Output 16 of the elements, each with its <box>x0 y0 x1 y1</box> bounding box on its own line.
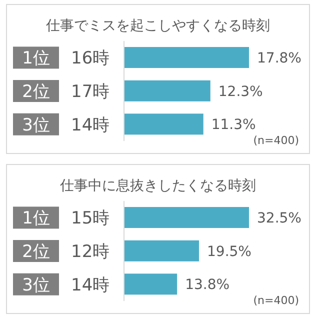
data-label: 13.8% <box>185 277 230 294</box>
data-label: 11.3% <box>211 117 256 134</box>
chart-title: 仕事中に息抜きしたくなる時刻 <box>59 177 257 196</box>
data-label: 32.5% <box>257 210 302 226</box>
chart-title: 仕事でミスを起こしやすくなる時刻 <box>45 17 271 36</box>
category-label: 2位 12時 <box>22 242 110 262</box>
text: (n=400) <box>253 134 299 147</box>
data-label: 17.8% <box>257 50 302 66</box>
category-label: 3位 14時 <box>22 115 110 136</box>
category-label: 2位 17時 <box>22 82 110 102</box>
category-label: 3位 14時 <box>22 275 110 296</box>
data-label: 12.3% <box>218 84 263 100</box>
text: (n=400) <box>253 294 299 307</box>
category-label: 1位 15時 <box>22 208 110 229</box>
data-label: 19.5% <box>207 244 252 260</box>
category-label: 1位 16時 <box>22 48 110 69</box>
